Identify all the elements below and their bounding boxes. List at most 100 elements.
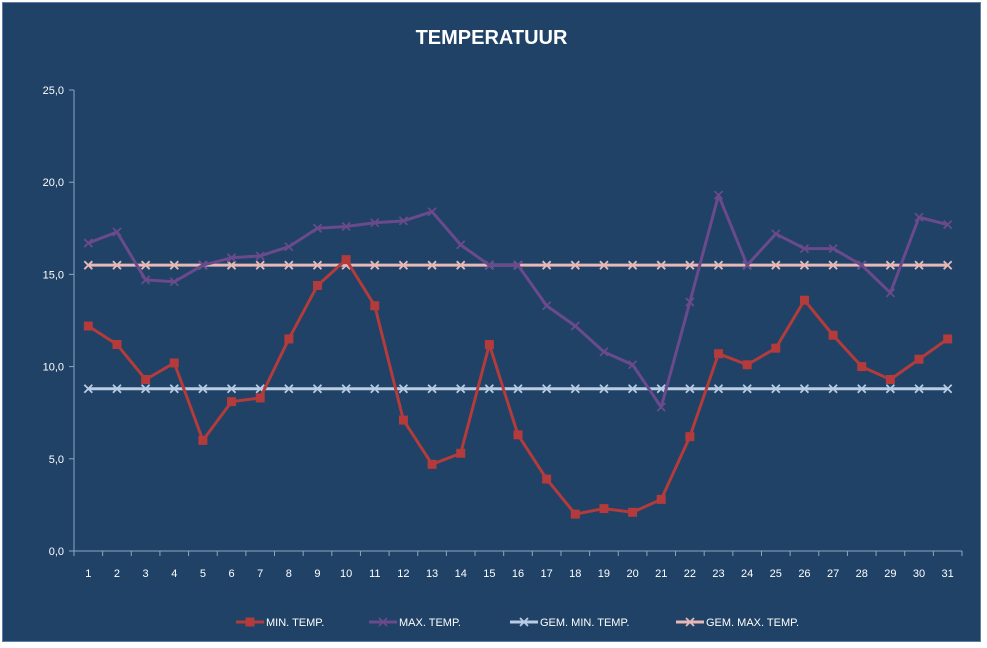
- data-point: [828, 243, 838, 254]
- x-tick-label: 8: [286, 568, 292, 580]
- legend-swatch-marker: [378, 617, 388, 627]
- data-point: [542, 474, 552, 484]
- data-point: [341, 255, 351, 265]
- x-tick-label: 25: [770, 568, 782, 580]
- data-point: [427, 260, 437, 270]
- data-point: [771, 343, 781, 353]
- data-point: [198, 384, 208, 394]
- data-point: [943, 219, 953, 230]
- x-tick-label: 30: [913, 568, 925, 580]
- data-point: [456, 448, 466, 458]
- x-tick-label: 27: [827, 568, 839, 580]
- x-tick-label: 16: [512, 568, 524, 580]
- data-point: [542, 301, 552, 311]
- data-point: [83, 238, 93, 248]
- x-tick-label: 26: [798, 568, 810, 580]
- legend-entry-label: GEM. MIN. TEMP.: [540, 617, 629, 629]
- x-tick-label: 2: [114, 568, 120, 580]
- x-tick-label: 11: [369, 568, 380, 580]
- data-point: [255, 260, 265, 270]
- data-point: [312, 223, 323, 233]
- data-point: [570, 260, 580, 270]
- data-point: [255, 251, 265, 261]
- legend-swatch-marker: [685, 617, 695, 627]
- x-tick-label: 13: [426, 568, 438, 580]
- data-point: [599, 384, 609, 394]
- data-point: [112, 260, 122, 270]
- data-point: [771, 260, 781, 270]
- data-point: [714, 349, 724, 359]
- x-tick-label: 17: [541, 568, 553, 580]
- y-tick-label: 20,0: [43, 177, 64, 189]
- data-point: [169, 260, 179, 270]
- x-tick-label: 28: [856, 568, 868, 580]
- data-point: [83, 384, 93, 394]
- data-point: [570, 321, 580, 331]
- data-point: [427, 207, 437, 217]
- x-tick-label: 24: [741, 568, 753, 580]
- x-tick-label: 7: [257, 568, 263, 580]
- data-point: [169, 384, 179, 394]
- data-point: [226, 384, 237, 394]
- data-point: [885, 288, 896, 298]
- x-tick-label: 4: [171, 568, 177, 580]
- data-point: [742, 360, 752, 370]
- data-point: [656, 260, 666, 270]
- data-point: [312, 260, 323, 270]
- data-point: [513, 260, 523, 270]
- y-tick-label: 5,0: [49, 454, 64, 466]
- data-point: [83, 321, 93, 331]
- x-tick-label: 23: [712, 568, 724, 580]
- data-point: [255, 393, 265, 403]
- data-point: [885, 384, 896, 394]
- data-point: [226, 260, 237, 270]
- data-point: [828, 260, 838, 270]
- data-point: [398, 415, 408, 425]
- data-point: [685, 384, 695, 394]
- data-point: [799, 243, 810, 254]
- chart-frame: TEMPERATUUR: [2, 2, 981, 642]
- legend-entry-label: GEM. MAX. TEMP.: [706, 617, 799, 629]
- data-point: [599, 260, 609, 270]
- data-point: [656, 384, 666, 394]
- data-point: [771, 384, 781, 394]
- x-tick-label: 1: [85, 568, 91, 580]
- data-point: [627, 360, 638, 370]
- x-tick-label: 20: [626, 568, 638, 580]
- y-tick-label: 10,0: [43, 362, 64, 374]
- data-point: [427, 459, 437, 469]
- data-point: [685, 260, 695, 270]
- data-point: [857, 384, 867, 394]
- legend-swatch-marker: [519, 617, 529, 627]
- legend-entry-label: MAX. TEMP.: [399, 617, 461, 629]
- data-point: [112, 384, 122, 394]
- data-point: [599, 347, 609, 357]
- data-point: [542, 384, 552, 394]
- data-point: [914, 260, 924, 270]
- data-point: [656, 494, 666, 504]
- data-point: [484, 384, 494, 394]
- data-point: [685, 432, 695, 442]
- data-point: [914, 212, 924, 222]
- data-point: [140, 384, 151, 394]
- data-point: [771, 229, 781, 239]
- data-point: [943, 334, 953, 344]
- data-point: [456, 240, 466, 250]
- data-point: [284, 260, 294, 270]
- data-point: [226, 253, 237, 263]
- x-tick-label: 9: [314, 568, 320, 580]
- data-point: [799, 384, 810, 394]
- x-tick-label: 15: [483, 568, 495, 580]
- data-point: [799, 260, 810, 270]
- data-point: [112, 227, 122, 237]
- data-point: [799, 295, 809, 305]
- data-point: [656, 402, 666, 412]
- data-point: [484, 260, 494, 270]
- data-point: [141, 375, 151, 385]
- x-tick-label: 19: [598, 568, 610, 580]
- x-tick-label: 5: [200, 568, 206, 580]
- data-point: [914, 384, 924, 394]
- data-point: [284, 334, 294, 344]
- x-tick-label: 14: [455, 568, 467, 580]
